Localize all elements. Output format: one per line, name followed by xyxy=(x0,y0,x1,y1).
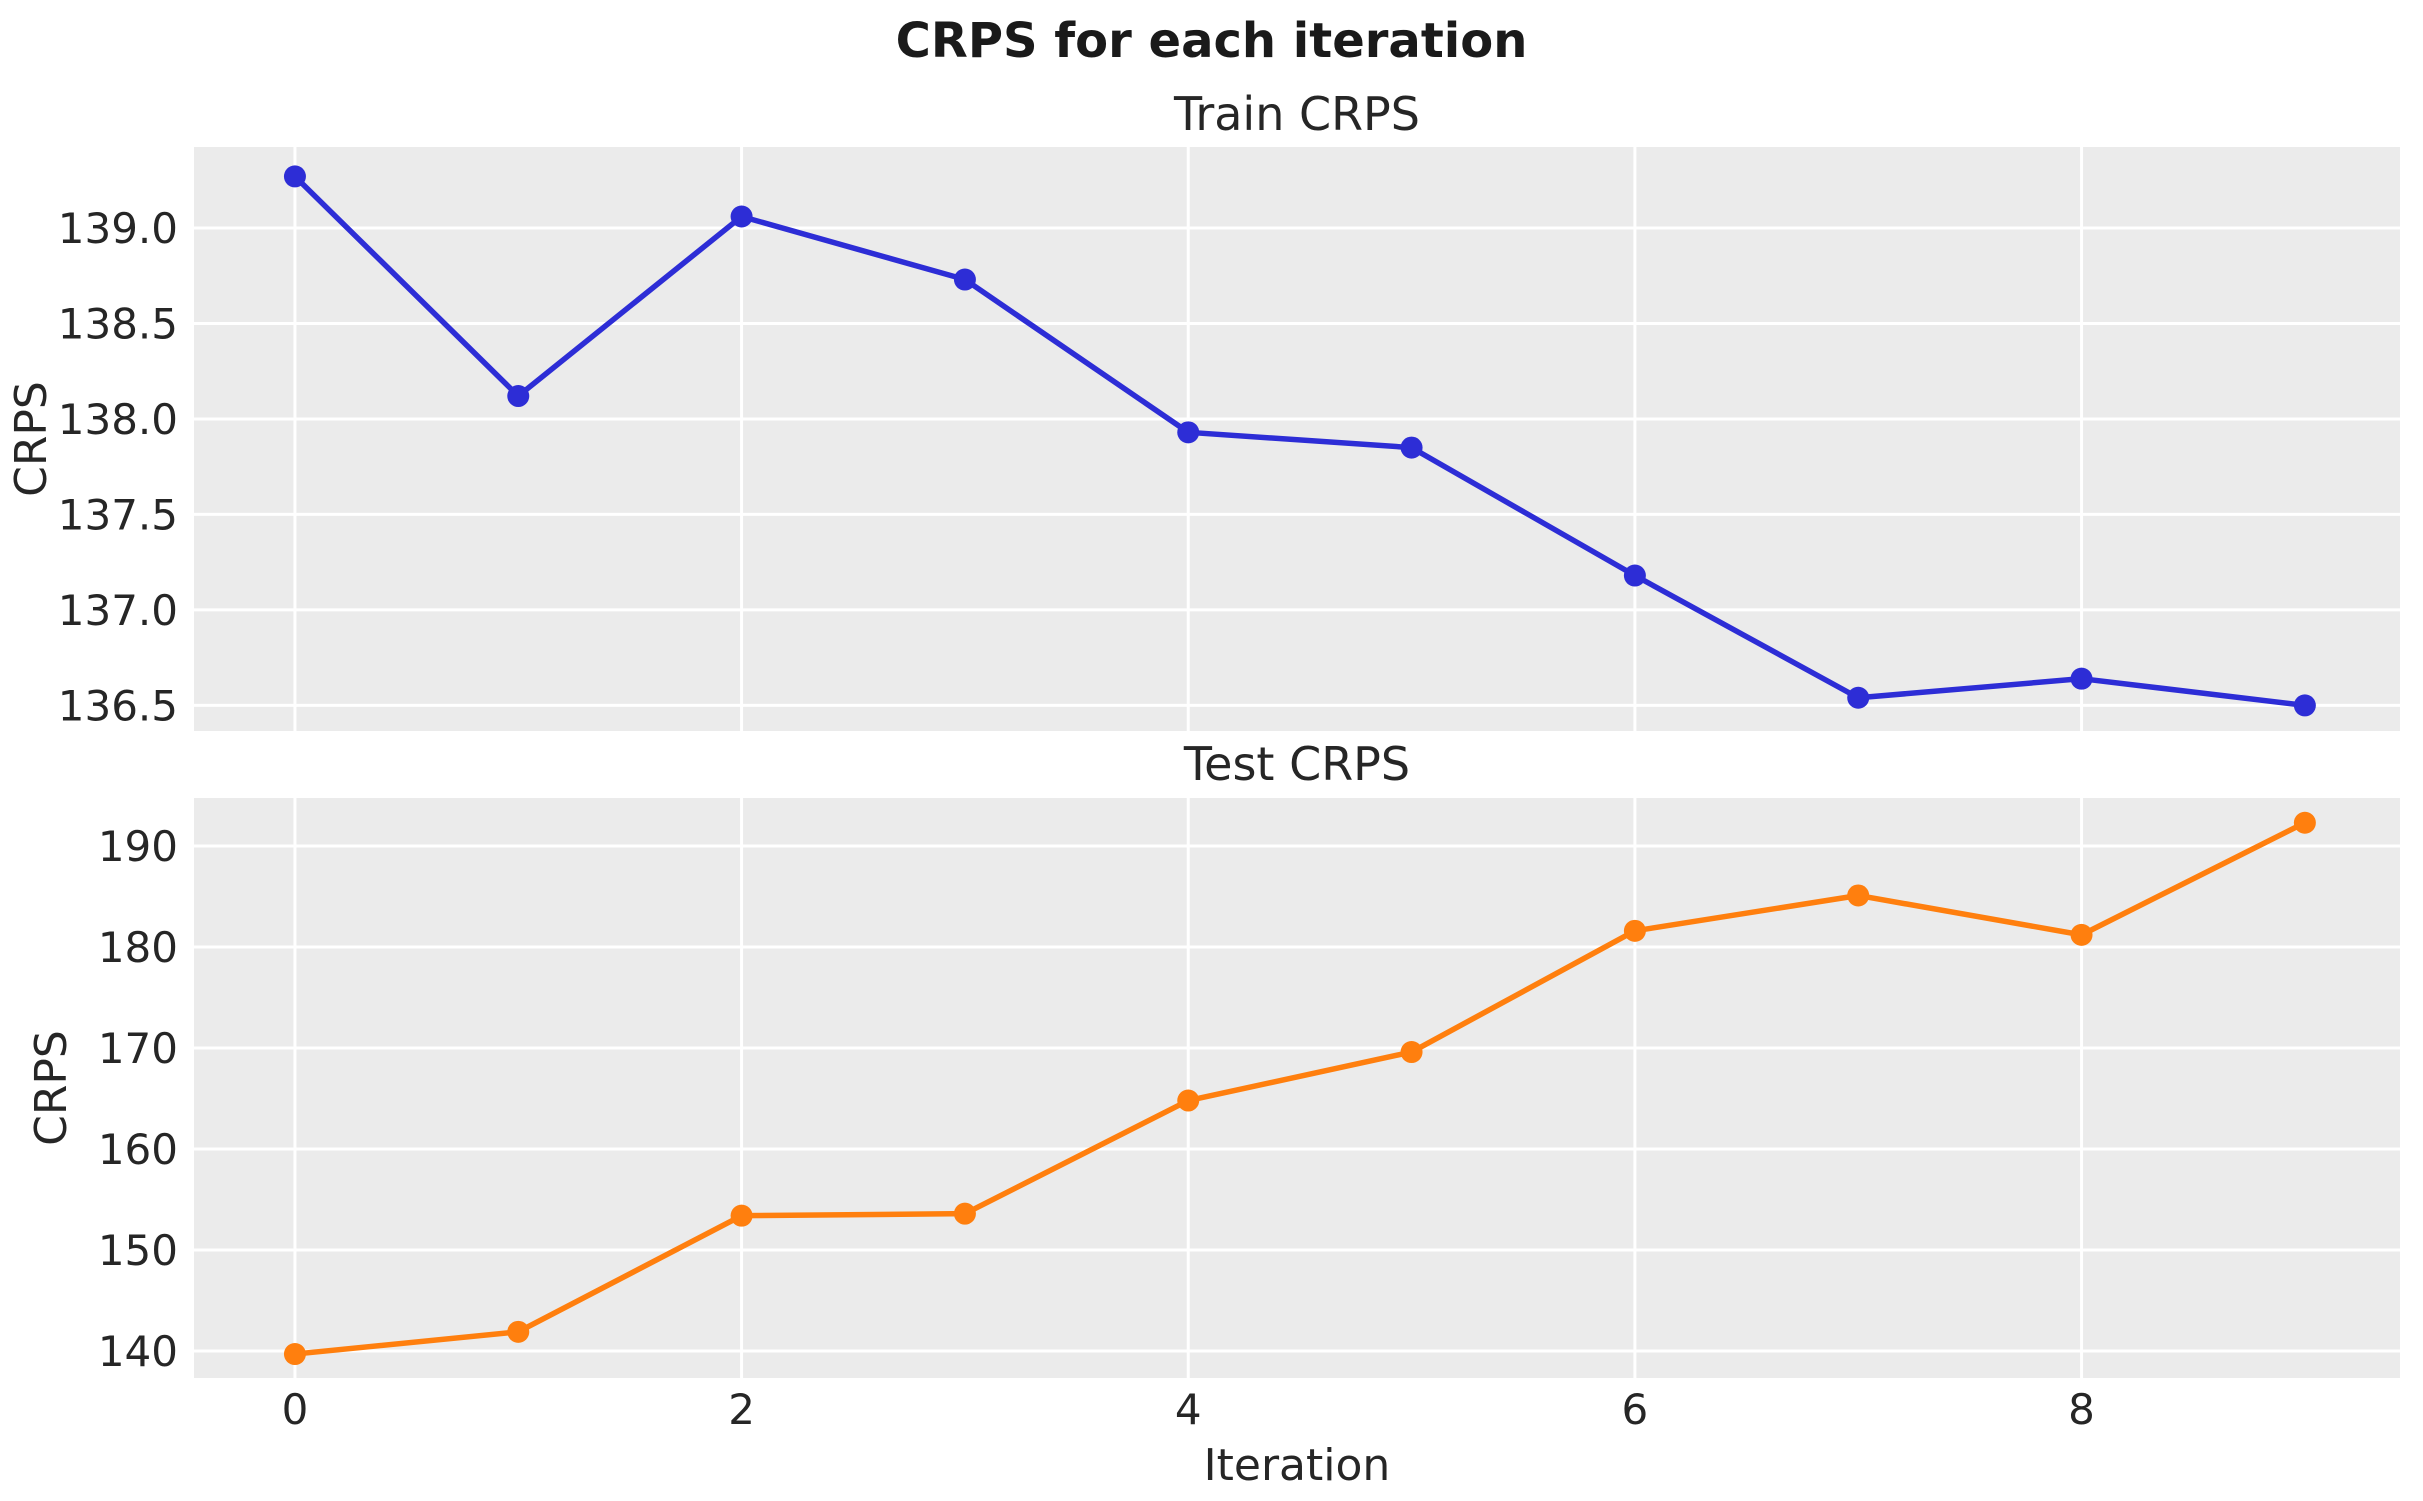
data-point-marker xyxy=(953,1202,976,1225)
y-tick-label: 160 xyxy=(98,1125,178,1174)
y-tick-label: 170 xyxy=(98,1024,178,1073)
data-line xyxy=(292,819,2308,1357)
data-point-marker xyxy=(2070,667,2093,690)
x-tick-label: 4 xyxy=(1175,1385,1202,1434)
data-point-marker xyxy=(283,165,306,188)
data-point-marker xyxy=(507,385,530,408)
data-point-marker xyxy=(1623,564,1646,587)
test-plot-title: Test CRPS xyxy=(1183,737,1411,791)
x-tick-label: 0 xyxy=(282,1385,309,1434)
data-point-marker xyxy=(283,1343,306,1366)
y-tick-label: 139.0 xyxy=(58,204,178,253)
data-point-marker xyxy=(730,205,753,228)
train-plot-title: Train CRPS xyxy=(1173,87,1420,141)
plot-area xyxy=(194,798,2400,1378)
train-crps-plot: 139.0 138.5 138.0 137.5 137.0 136.5 xyxy=(58,147,2400,731)
x-tick-label: 8 xyxy=(2068,1385,2095,1434)
y-tick-label: 180 xyxy=(98,923,178,972)
data-line xyxy=(292,173,2308,709)
data-point-marker xyxy=(2293,811,2316,834)
y-tick-label: 136.5 xyxy=(58,681,178,730)
data-point-marker xyxy=(2070,923,2093,946)
y-tick-label: 137.0 xyxy=(58,586,178,635)
data-point-marker xyxy=(1177,1089,1200,1112)
data-point-marker xyxy=(1847,686,1870,709)
y-tick-label: 150 xyxy=(98,1226,178,1275)
x-axis-label: Iteration xyxy=(1203,1440,1391,1491)
y-tick-label: 137.5 xyxy=(58,490,178,539)
data-point-marker xyxy=(730,1204,753,1227)
test-crps-plot: 190 180 170 160 150 140 0 2 4 6 8 xyxy=(98,798,2400,1434)
y-tick-label: 190 xyxy=(98,822,178,871)
data-point-marker xyxy=(1177,421,1200,444)
x-tick-label: 6 xyxy=(1622,1385,1649,1434)
test-y-axis-label: CRPS xyxy=(26,1030,77,1146)
y-tick-label: 140 xyxy=(98,1327,178,1376)
y-tick-label: 138.0 xyxy=(58,395,178,444)
data-point-marker xyxy=(1400,1041,1423,1064)
x-tick-label: 2 xyxy=(728,1385,755,1434)
data-point-marker xyxy=(507,1320,530,1343)
train-y-axis-label: CRPS xyxy=(6,381,57,497)
data-point-marker xyxy=(1847,884,1870,907)
data-point-marker xyxy=(1400,436,1423,459)
data-point-marker xyxy=(2293,694,2316,717)
figure-suptitle: CRPS for each iteration xyxy=(895,13,1528,69)
data-point-marker xyxy=(1623,919,1646,942)
data-point-marker xyxy=(953,268,976,291)
y-tick-label: 138.5 xyxy=(58,299,178,348)
